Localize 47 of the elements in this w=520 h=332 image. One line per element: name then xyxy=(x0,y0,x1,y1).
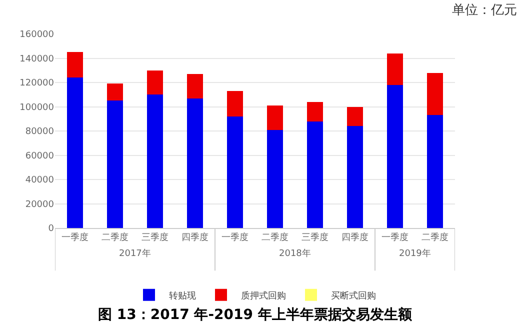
y-tick-label: 60000 xyxy=(25,151,54,162)
bar xyxy=(307,121,323,228)
x-tick-label: 四季度 xyxy=(182,232,208,243)
bar xyxy=(187,98,203,228)
x-tick-label: 一季度 xyxy=(222,232,248,243)
bar xyxy=(107,84,123,101)
bar xyxy=(227,116,243,228)
text: 2019年 xyxy=(399,248,431,259)
bar xyxy=(267,130,283,228)
x-tick-label: 三季度 xyxy=(142,232,168,243)
y-tick-label: 80000 xyxy=(25,127,54,138)
bar xyxy=(147,70,163,95)
y-tick-label: 160000 xyxy=(20,30,54,40)
bar xyxy=(347,126,363,228)
x-tick-label: 一季度 xyxy=(62,232,88,243)
y-tick-label: 40000 xyxy=(25,176,54,186)
x-tick-label: 二季度 xyxy=(262,232,288,243)
y-tick-label: 100000 xyxy=(20,102,54,113)
y-tick-label: 0 xyxy=(48,224,54,234)
bar xyxy=(307,102,323,122)
bar xyxy=(267,106,283,130)
legend-label: 质押式回购 xyxy=(241,290,286,302)
bar xyxy=(187,74,203,98)
legend-label: 买断式回购 xyxy=(331,290,376,302)
x-tick-label: 四季度 xyxy=(342,232,368,243)
text: 2018年 xyxy=(279,248,311,259)
bar xyxy=(67,52,83,78)
text: 2017年 xyxy=(119,248,151,259)
bar xyxy=(427,72,443,116)
bar xyxy=(227,90,243,116)
y-tick-label: 20000 xyxy=(25,200,54,210)
x-tick-label: 二季度 xyxy=(422,232,448,243)
bar xyxy=(347,106,363,126)
y-tick-label: 140000 xyxy=(20,54,54,64)
text: 图 13：2017 年-2019 年上半年票据交易发生额 xyxy=(98,306,413,323)
y-tick-label: 120000 xyxy=(20,78,54,89)
bar xyxy=(147,94,163,228)
bar xyxy=(387,53,403,85)
x-tick-label: 一季度 xyxy=(382,232,408,243)
bar xyxy=(427,115,443,228)
bar xyxy=(107,100,123,228)
bar xyxy=(67,78,83,228)
x-tick-label: 三季度 xyxy=(302,232,328,243)
y-axis-title: 单位：亿元 xyxy=(452,3,517,18)
bar xyxy=(387,84,403,228)
x-tick-label: 二季度 xyxy=(102,232,128,243)
legend-label: 转贴现 xyxy=(169,290,196,302)
